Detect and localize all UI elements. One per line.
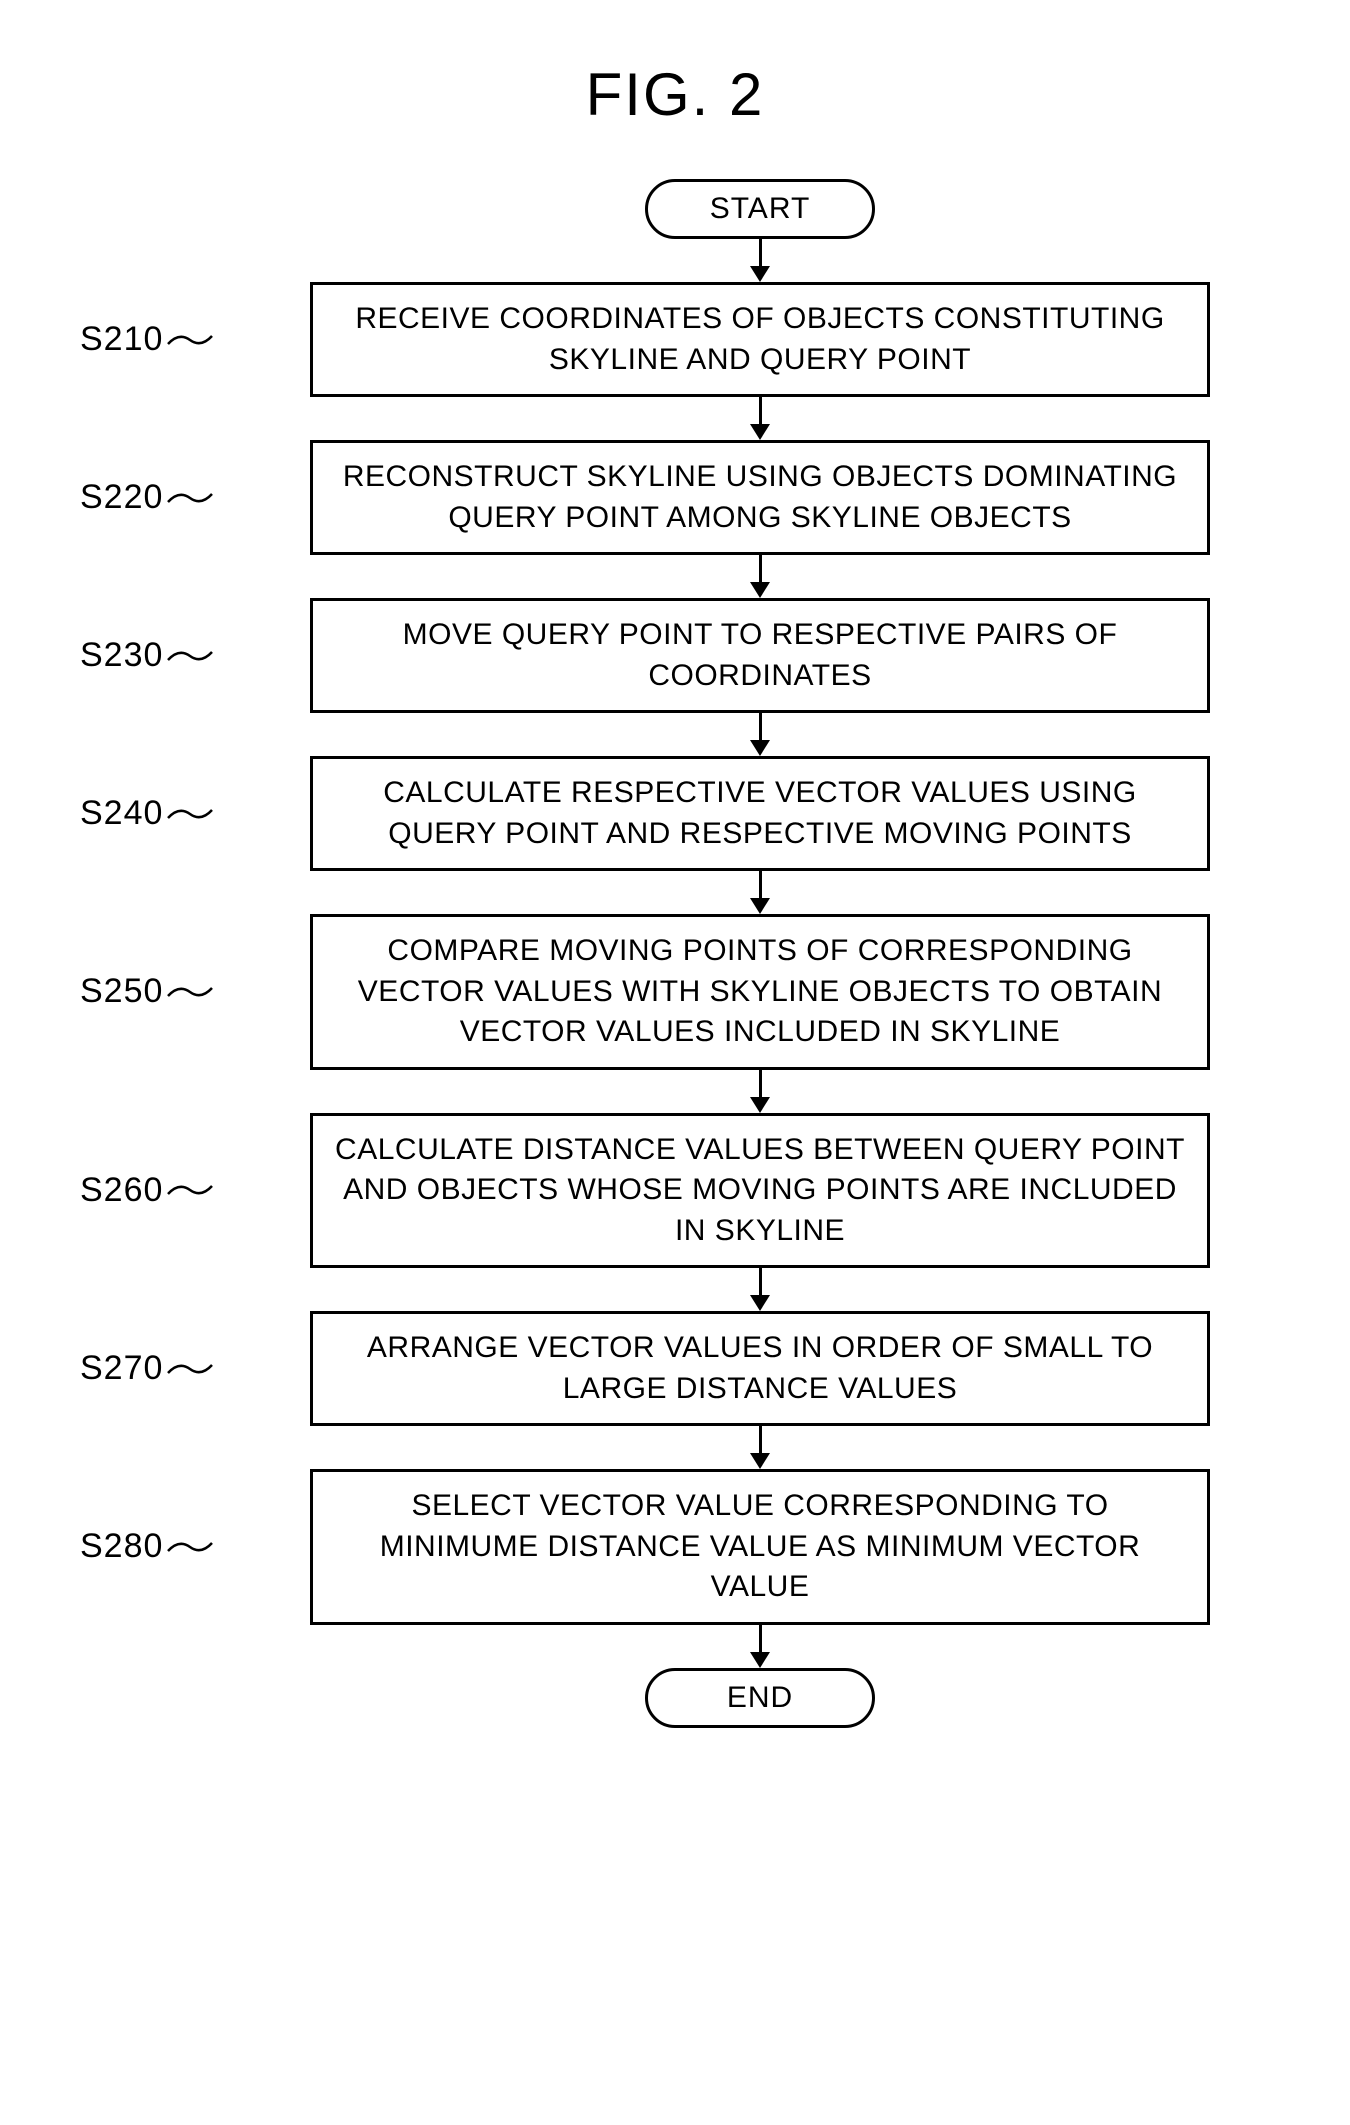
step-box-col: CALCULATE DISTANCE VALUES BETWEEN QUERY … <box>250 1113 1270 1269</box>
connector-tilde-icon <box>167 1180 213 1200</box>
step-row: S230 MOVE QUERY POINT TO RESPECTIVE PAIRS… <box>80 598 1270 713</box>
step-label: S260 <box>80 1171 163 1210</box>
figure-title: FIG. 2 <box>80 60 1270 129</box>
step-box-col: COMPARE MOVING POINTS OF CORRESPONDING V… <box>250 914 1270 1070</box>
step-label-col: S260 <box>80 1171 250 1210</box>
start-terminator: START <box>645 179 875 239</box>
step-row: S250 COMPARE MOVING POINTS OF CORRESPONDI… <box>80 914 1270 1070</box>
arrow <box>165 397 1350 440</box>
step-row: S210 RECEIVE COORDINATES OF OBJECTS CONST… <box>80 282 1270 397</box>
step-label-col: S270 <box>80 1349 250 1388</box>
connector-tilde-icon <box>167 488 213 508</box>
step-label: S250 <box>80 972 163 1011</box>
step-box: RECEIVE COORDINATES OF OBJECTS CONSTITUT… <box>310 282 1210 397</box>
connector-tilde-icon <box>167 646 213 666</box>
step-row: S220 RECONSTRUCT SKYLINE USING OBJECTS DO… <box>80 440 1270 555</box>
arrow <box>165 713 1350 756</box>
step-box-col: RECEIVE COORDINATES OF OBJECTS CONSTITUT… <box>250 282 1270 397</box>
connector-tilde-icon <box>167 330 213 350</box>
step-row: S270 ARRANGE VECTOR VALUES IN ORDER OF SM… <box>80 1311 1270 1426</box>
step-label-col: S240 <box>80 794 250 833</box>
step-box-col: CALCULATE RESPECTIVE VECTOR VALUES USING… <box>250 756 1270 871</box>
step-box-col: RECONSTRUCT SKYLINE USING OBJECTS DOMINA… <box>250 440 1270 555</box>
arrow <box>165 239 1350 282</box>
step-box: COMPARE MOVING POINTS OF CORRESPONDING V… <box>310 914 1210 1070</box>
step-row: S260 CALCULATE DISTANCE VALUES BETWEEN QU… <box>80 1113 1270 1269</box>
connector-tilde-icon <box>167 804 213 824</box>
step-label-col: S280 <box>80 1527 250 1566</box>
step-label: S280 <box>80 1527 163 1566</box>
step-box-col: MOVE QUERY POINT TO RESPECTIVE PAIRS OF … <box>250 598 1270 713</box>
connector-tilde-icon <box>167 1359 213 1379</box>
step-label: S270 <box>80 1349 163 1388</box>
step-label: S230 <box>80 636 163 675</box>
step-label-col: S250 <box>80 972 250 1011</box>
step-box: CALCULATE DISTANCE VALUES BETWEEN QUERY … <box>310 1113 1210 1269</box>
step-box: CALCULATE RESPECTIVE VECTOR VALUES USING… <box>310 756 1210 871</box>
arrow <box>165 555 1350 598</box>
arrow <box>165 1625 1350 1668</box>
step-box: SELECT VECTOR VALUE CORRESPONDING TO MIN… <box>310 1469 1210 1625</box>
arrow <box>165 1268 1350 1311</box>
step-label-col: S210 <box>80 320 250 359</box>
flowchart: START S210 RECEIVE COORDINATES OF OBJECTS… <box>80 179 1270 1728</box>
arrow <box>165 871 1350 914</box>
arrow <box>165 1070 1350 1113</box>
step-row: S280 SELECT VECTOR VALUE CORRESPONDING TO… <box>80 1469 1270 1625</box>
step-label-col: S230 <box>80 636 250 675</box>
arrow <box>165 1426 1350 1469</box>
step-row: S240 CALCULATE RESPECTIVE VECTOR VALUES U… <box>80 756 1270 871</box>
step-box: ARRANGE VECTOR VALUES IN ORDER OF SMALL … <box>310 1311 1210 1426</box>
terminator-row-end: END <box>165 1668 1350 1728</box>
connector-tilde-icon <box>167 1537 213 1557</box>
connector-tilde-icon <box>167 982 213 1002</box>
step-label: S220 <box>80 478 163 517</box>
step-label: S240 <box>80 794 163 833</box>
step-box-col: ARRANGE VECTOR VALUES IN ORDER OF SMALL … <box>250 1311 1270 1426</box>
step-label: S210 <box>80 320 163 359</box>
end-terminator: END <box>645 1668 875 1728</box>
step-box: MOVE QUERY POINT TO RESPECTIVE PAIRS OF … <box>310 598 1210 713</box>
step-box-col: SELECT VECTOR VALUE CORRESPONDING TO MIN… <box>250 1469 1270 1625</box>
step-box: RECONSTRUCT SKYLINE USING OBJECTS DOMINA… <box>310 440 1210 555</box>
step-label-col: S220 <box>80 478 250 517</box>
terminator-row-start: START <box>165 179 1350 239</box>
flow-body: S210 RECEIVE COORDINATES OF OBJECTS CONST… <box>80 239 1270 1668</box>
page: FIG. 2 START S210 RECEIVE COORDINATES OF … <box>0 0 1350 1808</box>
